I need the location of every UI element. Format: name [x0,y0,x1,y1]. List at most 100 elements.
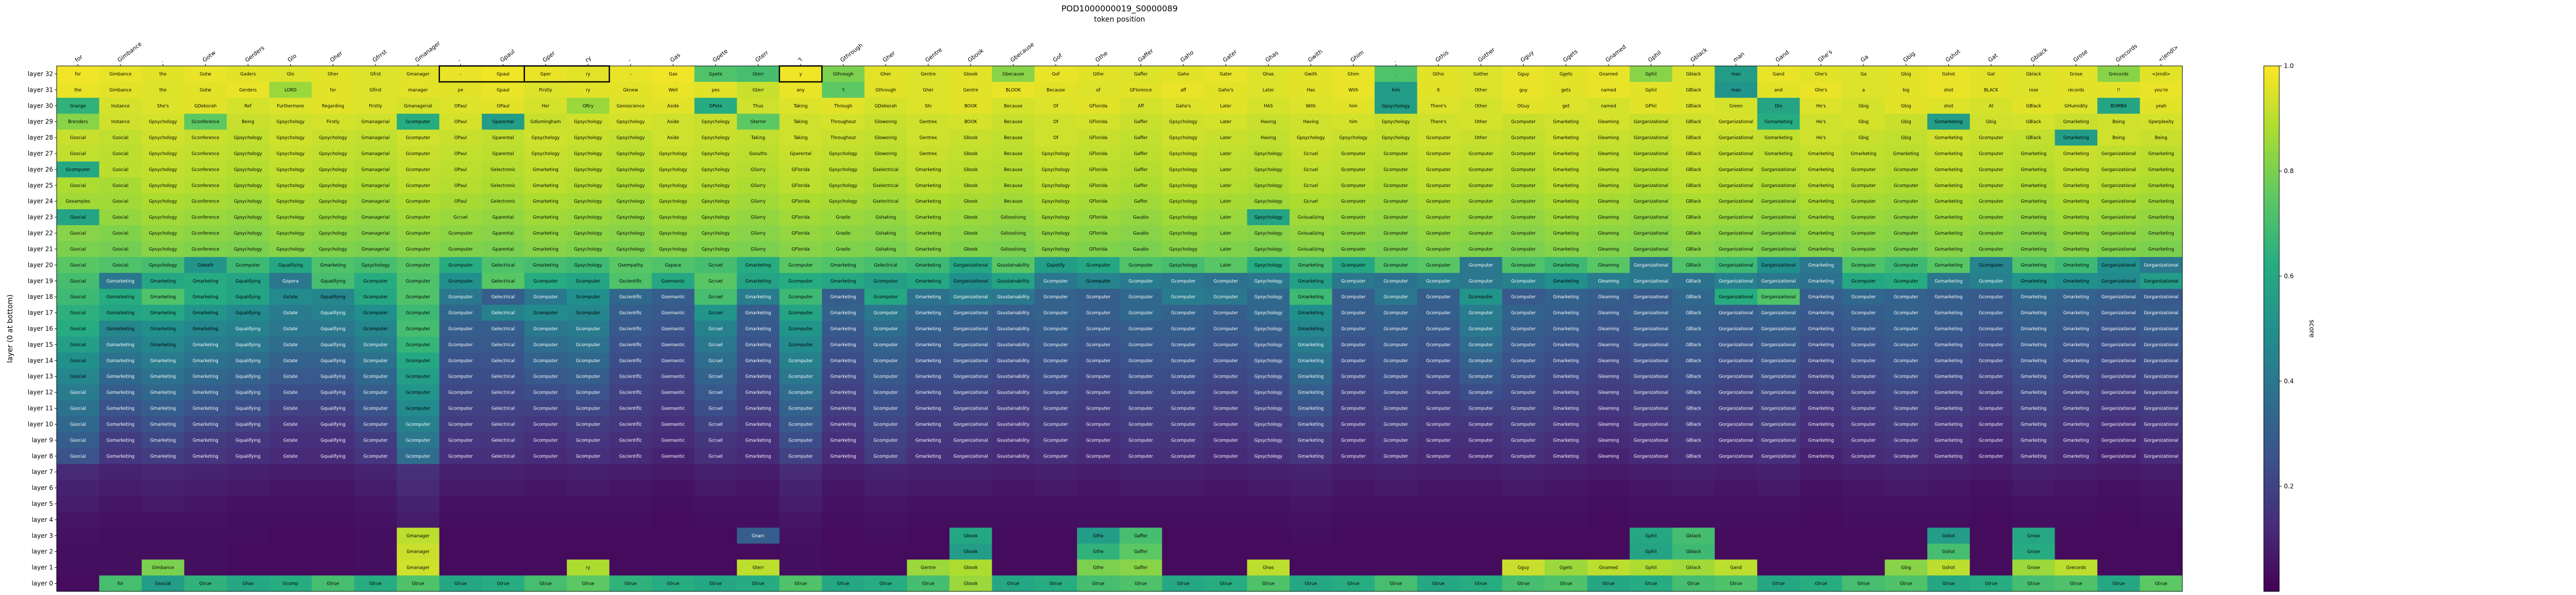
heatmap-cell [992,66,1035,82]
cell-label: Gcomputer [873,311,898,316]
cell-label: Gonoscience [617,104,645,109]
cell-label: Gmarketing [1808,343,1834,348]
cell-label: Gtrue [1475,582,1487,587]
cell-label: Gcomputer [576,343,601,348]
cell-label: Gtrue [1517,582,1530,587]
cell-label: Gsmarketing [1935,311,1962,316]
cell-label: Gmarketing [2063,406,2089,412]
cell-label: Gorganizational [1719,295,1753,300]
cell-label: ry [586,566,590,571]
cell-label: Gorganizational [1634,247,1668,252]
cell-label: Gsocial [70,215,86,220]
cell-label: Gorganizational [954,422,988,427]
heatmap-cell [1332,66,1375,82]
x-tick-label: Gshot [1944,48,1962,64]
cell-label: Gmarketing [745,406,771,412]
cell-label: Gcomputer [1384,215,1409,220]
heatmap-cell [142,66,185,82]
heatmap-cell [1077,480,1120,497]
heatmap-cell [864,464,907,481]
heatmap-cell [1417,161,1460,178]
cell-label: Gselectrical [873,183,899,189]
cell-label: Gpsychology [617,231,645,236]
heatmap-cell [864,193,907,210]
cell-label: Gmarketing [1298,311,1324,316]
heatmap-cell [779,480,822,497]
cell-label: Gscientific [619,343,642,348]
heatmap-cell [1970,177,2013,194]
heatmap-cell [949,512,992,528]
heatmap-cell [2055,241,2098,258]
cell-label: Gcomputer [448,311,473,316]
heatmap-cell [57,496,100,512]
colorbar-step [2264,103,2279,106]
cell-label: Gcomputer [1469,375,1494,380]
heatmap-cell [2055,97,2098,114]
heatmap-cell [1715,241,1758,258]
heatmap-cell [779,193,822,210]
cell-label: Aside [667,120,679,125]
cell-label: Gpsychology [574,215,602,220]
cell-label: Gpsychology [829,151,857,157]
heatmap-cell [2012,480,2055,497]
colorbar-step [2264,515,2279,518]
cell-label: Gmarketing [2063,183,2089,189]
heatmap-cell [397,496,440,512]
cell-label: Gparental [492,151,514,157]
heatmap-cell [694,113,737,130]
cell-label: Gtrue [1645,582,1657,587]
cell-label: Gparental [492,120,514,125]
cell-label: Gbig [1858,135,1869,141]
cell-label: Grose [2027,566,2040,571]
cell-label: Having [1261,120,1276,125]
cell-label: Gcomputer [1043,327,1068,332]
cell-label: GFlorida [1089,199,1108,205]
cell-label: GBlack [1686,295,1701,300]
heatmap-cell [652,496,695,512]
cell-label: Gsmarketing [1935,327,1962,332]
cell-label: Aside [667,135,679,141]
cell-label: Gpsychology [277,247,305,252]
heatmap-cell [1927,480,1970,497]
heatmap-cell [397,257,440,274]
heatmap-cell [907,193,950,210]
cell-label: Gmarketing [2063,359,2089,364]
cell-label: Gorganizational [1634,406,1668,412]
cell-label: Gtrue [1815,582,1827,587]
cell-label: Gorganizational [1634,135,1668,141]
cell-label: Gcomputer [873,438,898,443]
heatmap-cell [1927,66,1970,82]
heatmap-cell [864,145,907,162]
cell-label: Gmarketing [831,375,856,380]
heatmap-cell [1162,145,1205,162]
colorbar-step [2264,426,2279,429]
heatmap-cell [737,464,780,481]
heatmap-cell [439,145,482,162]
cell-label: Gmarketing [150,422,176,427]
cell-label: Gcomputer [1214,390,1239,396]
cell-label: Gmarketing [1553,406,1579,412]
y-tick-label: layer 7 [31,468,53,475]
x-tick-label: - [626,57,632,64]
heatmap-cell [2055,177,2098,194]
cell-label: Gmarketing [1298,327,1324,332]
heatmap-cell [312,543,355,560]
colorbar-step [2264,539,2279,542]
heatmap-cell [439,113,482,130]
cell-label: Gcomputer [1894,422,1919,427]
colorbar-step [2264,147,2279,150]
cell-label: Gorganizational [2144,263,2178,268]
cell-label: Gcomputer [1384,247,1409,252]
cell-label: Gmarketing [533,215,558,220]
heatmap-cell [1715,129,1758,146]
cell-label: Gcomputer [873,390,898,396]
heatmap-cell [2140,543,2183,560]
colorbar-step [2264,250,2279,253]
heatmap-cell [1460,145,1503,162]
cell-label: Gguy [1518,566,1529,571]
heatmap-cell [1885,480,1928,497]
heatmap-cell [354,145,397,162]
cell-label: Gcruel [708,406,723,412]
heatmap-cell [269,177,312,194]
heatmap-cell [1290,113,1333,130]
